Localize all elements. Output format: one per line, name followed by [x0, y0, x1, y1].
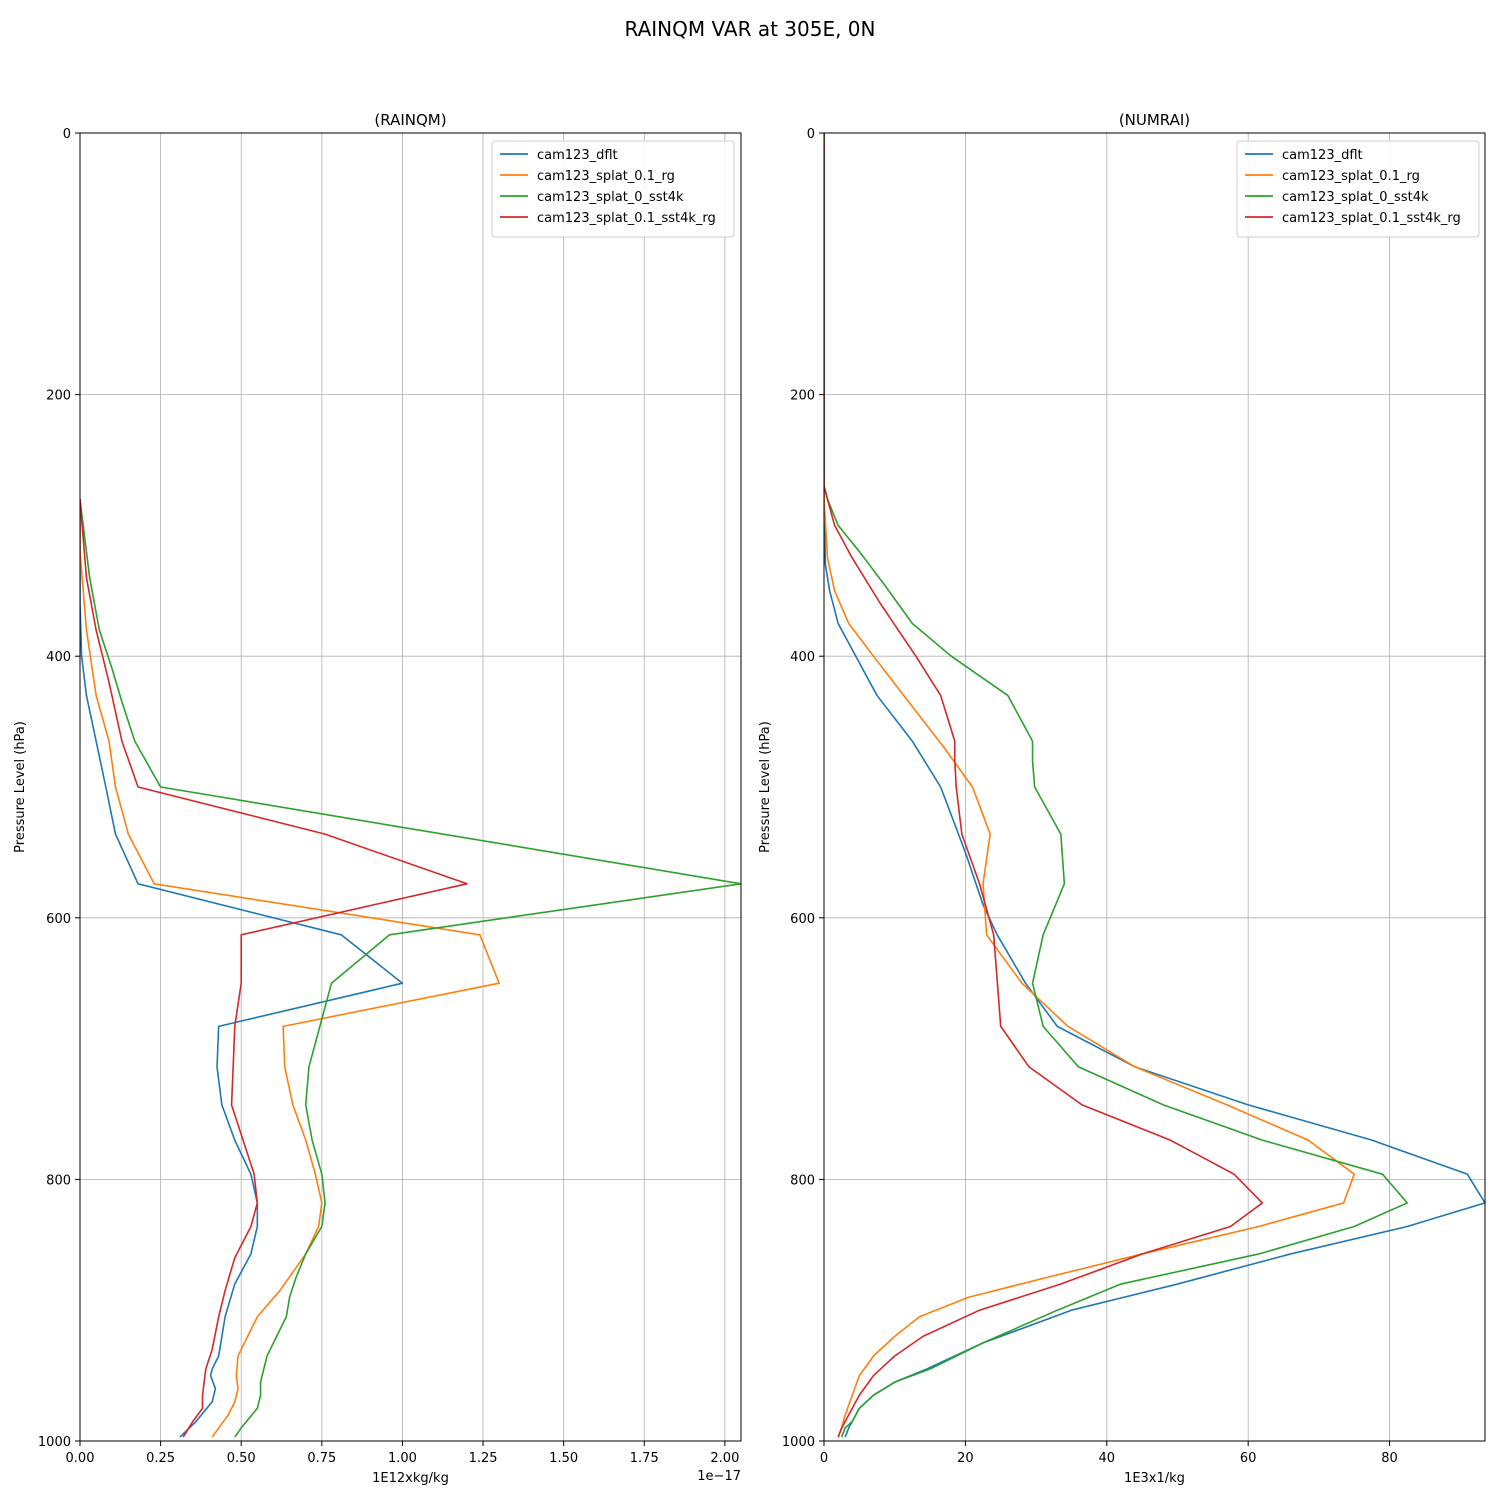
x-axis-label: 1E12xkg/kg [372, 1471, 449, 1486]
legend: cam123_dflt cam123_splat_0.1_rg cam123_spl… [491, 140, 735, 238]
legend-entry: cam123_dflt [1282, 148, 1363, 163]
y-tick-label: 600 [790, 912, 815, 927]
series-group [824, 133, 1485, 1438]
legend-entry: cam123_dflt [537, 148, 618, 163]
y-tick-label: 1000 [782, 1435, 815, 1450]
x-tick-label: 2.00 [710, 1451, 739, 1466]
y-tick-label: 200 [46, 389, 71, 404]
y-tick-label: 0 [807, 127, 815, 142]
y-tick-label: 200 [790, 389, 815, 404]
legend-entry: cam123_splat_0.1_rg [537, 169, 675, 184]
legend-entry: cam123_splat_0.1_rg [1282, 169, 1420, 184]
x-tick-label: 1.00 [388, 1451, 417, 1466]
y-tick-label: 400 [46, 650, 71, 665]
y-tick-label: 0 [63, 127, 71, 142]
y-tick-label: 1000 [38, 1435, 71, 1450]
x-tick-label: 80 [1381, 1451, 1398, 1466]
legend-entry: cam123_splat_0_sst4k [537, 190, 684, 205]
legend-entry: cam123_splat_0_sst4k [1282, 190, 1429, 205]
x-tick-label: 1.75 [630, 1451, 659, 1466]
x-axis-label: 1E3x1/kg [1124, 1471, 1185, 1486]
x-tick-label: 0.00 [66, 1451, 95, 1466]
x-tick-label: 0.75 [307, 1451, 336, 1466]
y-tick-label: 800 [46, 1173, 71, 1188]
plot-frame [79, 132, 742, 1442]
legend: cam123_dflt cam123_splat_0.1_rg cam123_spl… [1236, 140, 1480, 238]
series-line-cam123-splat-0-1-sst4k-rg [824, 133, 1264, 1438]
series-line-cam123-splat-0-sst4k [80, 499, 741, 1438]
y-tick-label: 800 [790, 1173, 815, 1188]
series-group [80, 499, 741, 1438]
panel-title: (RAINQM) [374, 111, 446, 129]
y-tick-label: 600 [46, 912, 71, 927]
series-line-cam123-splat-0-1-sst4k-rg [80, 499, 468, 1438]
series-line-cam123-splat-0-sst4k [824, 133, 1409, 1438]
y-axis-label: Pressure Level (hPa) [758, 721, 773, 853]
panel-numrai: 0 20 40 60 8002004006008001000(NUMRAI)1E3x1/… [758, 111, 1486, 1486]
panel-rainqm: 0.00 0.25 0.50 0.75 1.00 1.25 1.50 1.75 2.00 0 200… [13, 111, 742, 1486]
x-tick-label: 0.50 [227, 1451, 256, 1466]
plot-frame [823, 132, 1486, 1442]
x-tick-label: 1.50 [549, 1451, 578, 1466]
x-tick-label: 0 [820, 1451, 828, 1466]
series-line-cam123-splat-0-1-rg [80, 499, 500, 1438]
panel-title: (NUMRAI) [1119, 111, 1190, 129]
legend-box [1236, 140, 1480, 238]
x-tick-label: 1.25 [469, 1451, 498, 1466]
y-axis-label: Pressure Level (hPa) [13, 721, 28, 853]
series-line-cam123-dflt [80, 499, 404, 1438]
x-tick-label: 60 [1240, 1451, 1257, 1466]
legend-entry: cam123_splat_0.1_sst4k_rg [1282, 211, 1461, 226]
y-tick-label: 400 [790, 650, 815, 665]
x-tick-label: 20 [957, 1451, 974, 1466]
x-tick-label: 0.25 [146, 1451, 175, 1466]
figure-title: RAINQM VAR at 305E, 0N [625, 17, 876, 41]
x-offset-label: 1e−17 [697, 1469, 741, 1484]
series-line-cam123-splat-0-1-rg [824, 133, 1356, 1438]
x-tick-label: 40 [1099, 1451, 1116, 1466]
legend-box [491, 140, 735, 238]
legend-entry: cam123_splat_0.1_sst4k_rg [537, 211, 716, 226]
